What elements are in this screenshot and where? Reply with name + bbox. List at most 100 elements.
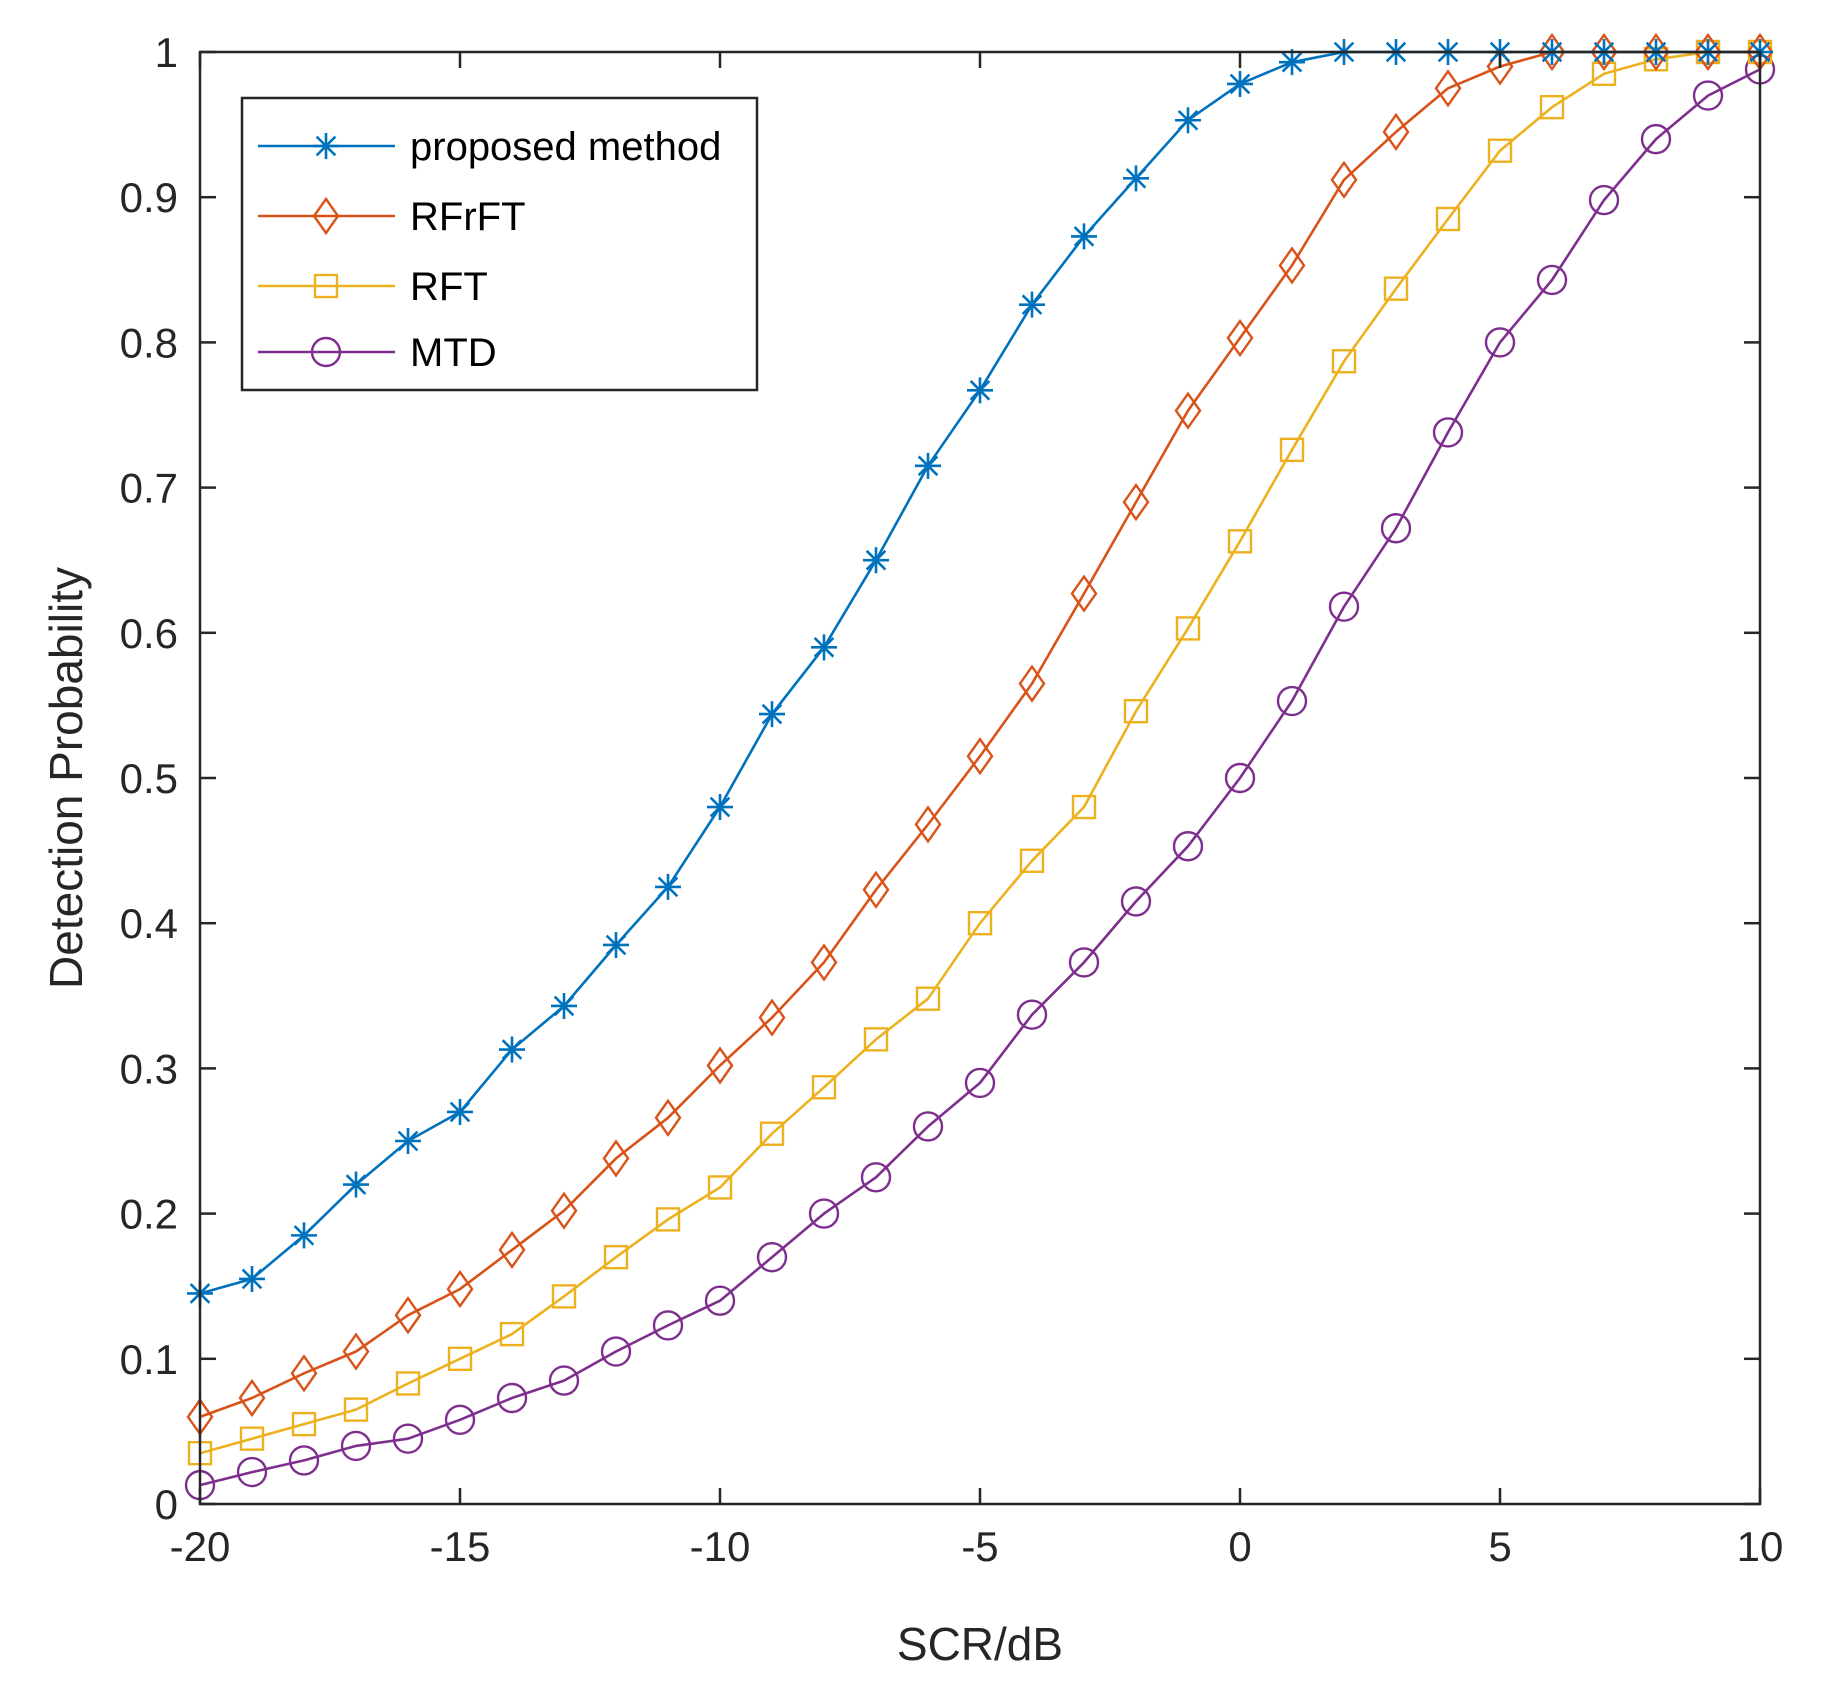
data-point — [603, 1244, 629, 1270]
data-point — [915, 986, 941, 1011]
x-tick-label: 10 — [1737, 1523, 1784, 1570]
data-point — [499, 1321, 525, 1347]
series-line-3 — [199, 68, 1761, 1487]
data-point — [1175, 616, 1201, 641]
data-point — [915, 452, 941, 479]
x-tick-label: -5 — [961, 1523, 998, 1570]
data-point — [1068, 947, 1100, 978]
data-point — [863, 1027, 889, 1052]
data-point — [496, 1382, 528, 1414]
data-point — [392, 1423, 424, 1454]
data-point — [291, 1222, 317, 1249]
data-point — [1122, 483, 1150, 522]
data-point — [343, 1397, 369, 1422]
data-point — [1278, 246, 1306, 285]
data-point — [551, 1284, 577, 1309]
data-point — [1016, 999, 1048, 1030]
data-point — [862, 870, 890, 909]
data-point — [288, 1445, 320, 1476]
data-point — [342, 1332, 370, 1371]
legend-label-1: RFrFT — [410, 195, 526, 239]
series-line-2 — [199, 50, 1760, 1455]
data-point — [1071, 223, 1097, 250]
data-point — [1487, 138, 1513, 163]
data-point — [1070, 574, 1098, 613]
x-tick-label: -10 — [690, 1523, 751, 1570]
data-point — [1226, 318, 1254, 358]
legend-marker-0 — [313, 133, 339, 159]
data-point — [1642, 32, 1670, 72]
data-point — [1484, 327, 1516, 358]
data-point — [759, 1121, 785, 1146]
data-point — [860, 1162, 892, 1193]
data-point — [238, 1378, 266, 1418]
x-tick-label: -20 — [170, 1523, 231, 1570]
data-point — [1276, 685, 1308, 717]
data-point — [1640, 123, 1672, 155]
data-point — [707, 1175, 733, 1200]
y-tick-label: 0.5 — [120, 755, 178, 802]
data-point — [1380, 513, 1412, 544]
data-point — [446, 1270, 474, 1309]
legend: proposed method RFrFT RFT MTD — [240, 96, 759, 392]
data-point — [600, 1336, 632, 1367]
data-point — [1123, 165, 1149, 192]
data-point — [966, 737, 994, 776]
data-point — [655, 1207, 681, 1232]
data-point — [236, 1456, 268, 1488]
data-point — [759, 701, 785, 728]
data-point — [914, 805, 942, 844]
data-point — [1071, 794, 1097, 820]
data-point — [1330, 160, 1358, 199]
data-point — [1279, 437, 1305, 463]
legend-marker-1 — [312, 196, 340, 236]
data-point — [291, 1411, 317, 1437]
data-point — [548, 1365, 580, 1396]
data-point — [1694, 32, 1722, 72]
data-point — [706, 1046, 734, 1085]
y-tick-label: 0.3 — [120, 1045, 178, 1092]
data-point — [756, 1241, 788, 1273]
legend-label-2: RFT — [410, 265, 488, 309]
data-point — [1019, 848, 1045, 873]
x-tick-label: 0 — [1228, 1523, 1251, 1570]
y-tick-label: 0.6 — [120, 610, 178, 657]
data-point — [1434, 69, 1462, 108]
data-point — [967, 911, 993, 936]
data-point — [912, 1111, 944, 1142]
legend-label-0: proposed method — [410, 125, 721, 169]
data-point — [652, 1310, 684, 1341]
y-tick-label: 0.1 — [120, 1336, 178, 1383]
data-point — [1172, 831, 1204, 862]
data-point — [1692, 80, 1724, 111]
data-point — [758, 998, 786, 1037]
data-point — [499, 1036, 525, 1063]
data-point — [863, 547, 889, 574]
data-point — [1590, 32, 1618, 72]
y-tick-label: 0.2 — [120, 1191, 178, 1238]
data-point — [1536, 264, 1568, 296]
y-tick-label: 0.4 — [120, 900, 178, 947]
x-axis-title: SCR/dB — [897, 1618, 1063, 1670]
data-point — [1328, 591, 1360, 622]
data-point — [394, 1296, 422, 1335]
data-point — [1175, 107, 1201, 134]
data-point — [808, 1198, 840, 1229]
data-point — [707, 794, 733, 821]
data-point — [811, 1075, 837, 1100]
data-point — [1120, 886, 1152, 917]
data-point — [343, 1171, 369, 1198]
data-point — [340, 1430, 372, 1462]
data-point — [444, 1404, 476, 1435]
y-tick-label: 0.8 — [120, 319, 178, 366]
data-point — [395, 1371, 421, 1396]
data-point — [654, 1098, 682, 1137]
data-point — [1123, 699, 1149, 724]
data-point — [1588, 184, 1620, 216]
legend-marker-3 — [310, 336, 342, 368]
data-point — [603, 931, 629, 958]
data-point — [1382, 112, 1410, 151]
y-tick-label: 0.9 — [120, 174, 178, 221]
data-point — [1435, 206, 1461, 232]
data-point — [447, 1098, 473, 1125]
